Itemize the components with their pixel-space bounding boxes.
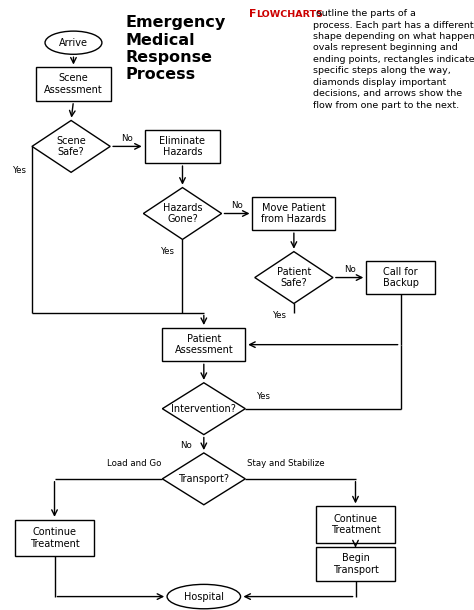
Polygon shape — [255, 251, 333, 303]
FancyBboxPatch shape — [252, 196, 336, 230]
Polygon shape — [162, 383, 246, 434]
Text: Continue
Treatment: Continue Treatment — [30, 527, 79, 549]
Text: Stay and Stabilize: Stay and Stabilize — [247, 459, 324, 468]
Text: No: No — [344, 265, 356, 274]
Text: Eliminate
Hazards: Eliminate Hazards — [159, 135, 206, 157]
FancyBboxPatch shape — [15, 520, 94, 556]
Text: F: F — [249, 9, 256, 19]
FancyBboxPatch shape — [36, 67, 111, 101]
FancyBboxPatch shape — [316, 548, 394, 581]
Text: Begin
Transport: Begin Transport — [333, 553, 378, 575]
Text: Hazards
Gone?: Hazards Gone? — [163, 203, 202, 224]
FancyBboxPatch shape — [316, 506, 394, 543]
Text: Yes: Yes — [13, 167, 27, 175]
Text: Patient
Assessment: Patient Assessment — [174, 334, 233, 356]
Text: Patient
Safe?: Patient Safe? — [277, 267, 311, 289]
FancyBboxPatch shape — [145, 129, 220, 163]
Text: No: No — [180, 441, 191, 450]
Text: Scene
Assessment: Scene Assessment — [44, 73, 103, 95]
Text: outline the parts of a
process. Each part has a different
shape depending on wha: outline the parts of a process. Each par… — [313, 9, 474, 110]
FancyBboxPatch shape — [162, 328, 246, 361]
Text: Intervention?: Intervention? — [172, 404, 236, 414]
Text: Continue
Treatment: Continue Treatment — [331, 514, 380, 536]
Text: Call for
Backup: Call for Backup — [383, 267, 419, 289]
FancyBboxPatch shape — [366, 260, 435, 294]
Text: LOWCHARTS: LOWCHARTS — [256, 10, 323, 20]
Text: Yes: Yes — [257, 392, 271, 401]
Text: Yes: Yes — [273, 311, 287, 320]
Text: Yes: Yes — [161, 247, 175, 256]
Polygon shape — [32, 121, 110, 172]
Text: No: No — [121, 134, 133, 143]
Text: Transport?: Transport? — [178, 474, 229, 484]
Text: No: No — [231, 201, 243, 210]
Ellipse shape — [167, 584, 240, 609]
Ellipse shape — [45, 31, 102, 54]
Polygon shape — [143, 188, 221, 239]
Text: Hospital: Hospital — [184, 592, 224, 601]
Polygon shape — [162, 453, 246, 505]
Text: Move Patient
from Hazards: Move Patient from Hazards — [261, 203, 327, 224]
Text: Load and Go: Load and Go — [107, 459, 161, 468]
Text: Emergency
Medical
Response
Process: Emergency Medical Response Process — [126, 15, 226, 82]
Text: Arrive: Arrive — [59, 38, 88, 48]
Text: Scene
Safe?: Scene Safe? — [56, 135, 86, 157]
